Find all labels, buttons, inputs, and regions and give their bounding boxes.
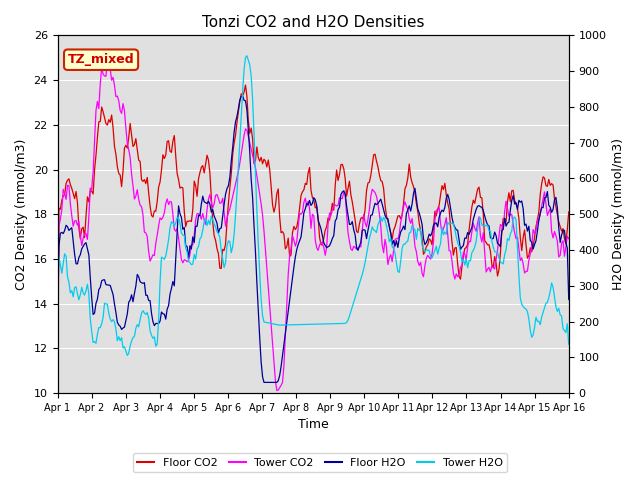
Floor H2O (540, 204, 547, 210)
Tower CO2 (225, 210, 232, 216)
Tower CO2 (565, 236, 573, 241)
Floor CO2 (232, 132, 239, 138)
Floor H2O (280, 342, 288, 348)
Tower H2O (540, 309, 547, 315)
Title: Tonzi CO2 and H2O Densities: Tonzi CO2 and H2O Densities (202, 15, 424, 30)
Tower CO2 (278, 380, 286, 385)
Tower CO2 (54, 390, 61, 396)
Floor CO2 (223, 219, 231, 225)
Floor H2O (565, 297, 573, 302)
Text: TZ_mixed: TZ_mixed (68, 53, 134, 66)
Tower H2O (225, 238, 232, 244)
Floor CO2 (278, 229, 286, 235)
Tower H2O (207, 213, 215, 219)
Floor CO2 (116, 172, 124, 178)
Line: Tower H2O: Tower H2O (58, 56, 569, 355)
Floor CO2 (206, 170, 214, 176)
Tower H2O (280, 322, 288, 328)
Line: Floor H2O: Floor H2O (58, 96, 569, 383)
Floor H2O (223, 186, 231, 192)
Y-axis label: CO2 Density (mmol/m3): CO2 Density (mmol/m3) (15, 139, 28, 290)
Floor CO2 (54, 390, 61, 396)
Line: Floor CO2: Floor CO2 (58, 85, 569, 393)
Tower H2O (116, 338, 124, 344)
Tower CO2 (118, 110, 125, 116)
Tower CO2 (538, 203, 545, 209)
Floor H2O (232, 119, 239, 125)
Floor H2O (239, 93, 246, 99)
Tower CO2 (233, 175, 241, 181)
Tower CO2 (105, 50, 113, 56)
Line: Tower CO2: Tower CO2 (58, 53, 569, 393)
Y-axis label: H2O Density (mmol/m3): H2O Density (mmol/m3) (612, 138, 625, 290)
Floor CO2 (565, 209, 573, 215)
X-axis label: Time: Time (298, 419, 328, 432)
Floor H2O (54, 298, 61, 304)
Tower H2O (565, 341, 573, 347)
Tower H2O (124, 352, 131, 358)
Floor CO2 (242, 82, 250, 88)
Tower H2O (233, 190, 241, 196)
Tower H2O (243, 53, 251, 59)
Floor CO2 (538, 181, 545, 187)
Floor H2O (116, 324, 124, 329)
Floor H2O (260, 380, 268, 385)
Legend: Floor CO2, Tower CO2, Floor H2O, Tower H2O: Floor CO2, Tower CO2, Floor H2O, Tower H… (133, 453, 507, 472)
Tower CO2 (207, 200, 215, 205)
Tower H2O (54, 295, 61, 300)
Floor H2O (206, 201, 214, 207)
